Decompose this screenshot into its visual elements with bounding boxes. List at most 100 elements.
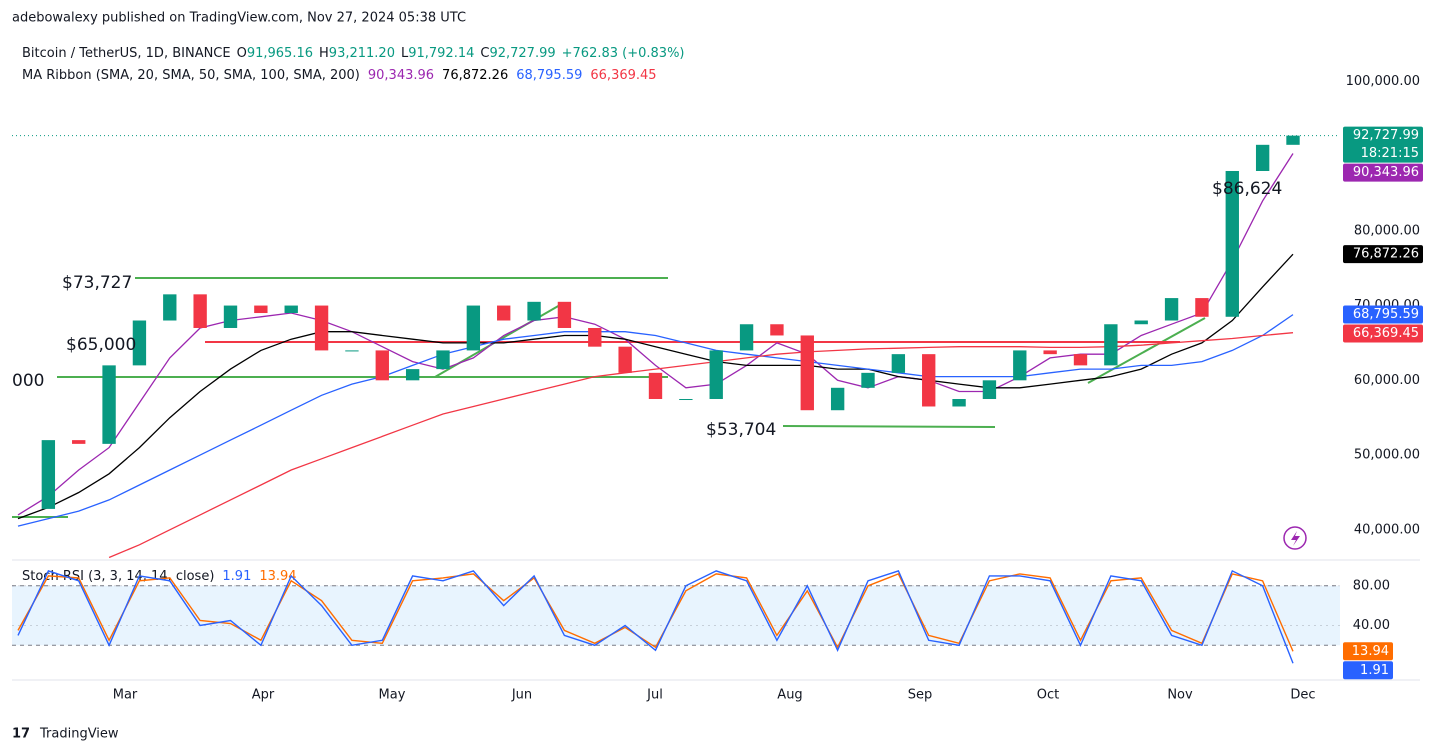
candle bbox=[1255, 144, 1270, 171]
candle bbox=[1195, 298, 1209, 317]
ohlc-value: 91,792.14 bbox=[408, 46, 474, 61]
y-tick-label: 50,000.00 bbox=[1354, 448, 1420, 463]
osc-label: 13.94 bbox=[1352, 644, 1389, 659]
osc-label-box bbox=[1343, 661, 1393, 680]
price-label-box bbox=[1343, 126, 1423, 163]
candle bbox=[1134, 320, 1148, 325]
candle bbox=[345, 350, 359, 352]
osc-band bbox=[12, 585, 1340, 646]
ohlc-value: 91,965.16 bbox=[247, 46, 313, 61]
candle bbox=[830, 387, 845, 411]
ma-value: 66,369.45 bbox=[590, 68, 656, 83]
candle bbox=[557, 301, 572, 328]
candle bbox=[497, 305, 511, 321]
symbol: Bitcoin / TetherUS, 1D, BINANCE bbox=[22, 46, 231, 61]
candle bbox=[1225, 170, 1239, 317]
candle bbox=[982, 380, 997, 400]
price-label-box bbox=[1343, 324, 1423, 343]
candle bbox=[739, 324, 754, 351]
candle bbox=[466, 305, 481, 351]
osc-tick-label: 80.00 bbox=[1353, 578, 1390, 593]
ma-value: 68,795.59 bbox=[516, 68, 582, 83]
price-label: 18:21:15 bbox=[1361, 146, 1419, 161]
price-label: 66,369.45 bbox=[1353, 326, 1419, 341]
symbol-legend: Bitcoin / TetherUS, 1D, BINANCE O91,965.1… bbox=[22, 46, 685, 61]
x-tick-label: Jun bbox=[511, 688, 532, 703]
candle bbox=[770, 324, 784, 336]
ma-title: MA Ribbon (SMA, 20, SMA, 50, SMA, 100, S… bbox=[22, 68, 360, 83]
candle bbox=[527, 301, 541, 321]
line bbox=[17, 569, 1294, 664]
candle bbox=[72, 440, 86, 444]
ohlc-label: L bbox=[401, 46, 409, 61]
candle bbox=[1164, 298, 1179, 321]
candle bbox=[284, 305, 298, 314]
ohlc-label: O bbox=[237, 46, 247, 61]
ma-value: 90,343.96 bbox=[368, 68, 434, 83]
annotation: $86,624 bbox=[1212, 179, 1282, 199]
candle bbox=[223, 305, 238, 328]
candle bbox=[41, 440, 56, 509]
line bbox=[17, 153, 1294, 516]
candle bbox=[1043, 350, 1057, 355]
line bbox=[17, 573, 1294, 652]
osc-value: 1.91 bbox=[222, 569, 251, 584]
candle bbox=[800, 335, 814, 411]
main-pane bbox=[17, 135, 1300, 558]
x-tick-label: Dec bbox=[1290, 688, 1315, 703]
x-tick-label: Sep bbox=[908, 688, 933, 703]
osc-pane-marks bbox=[12, 569, 1340, 664]
candle bbox=[679, 399, 693, 401]
ohlc-value: 93,211.20 bbox=[329, 46, 395, 61]
candle bbox=[709, 350, 723, 400]
change: +762.83 (+0.83%) bbox=[562, 46, 685, 61]
x-tick-label: May bbox=[379, 688, 406, 703]
price-label-box bbox=[1343, 305, 1423, 324]
x-tick-label: Nov bbox=[1167, 688, 1193, 703]
candle bbox=[436, 350, 450, 370]
footer-brand: TradingView bbox=[39, 727, 119, 742]
annotation: 000 bbox=[12, 371, 44, 391]
ohlc-value: 92,727.99 bbox=[489, 46, 555, 61]
osc-pane bbox=[12, 562, 1340, 680]
candle bbox=[861, 372, 875, 388]
price-label: 92,727.99 bbox=[1353, 128, 1419, 143]
candle bbox=[588, 327, 602, 347]
line bbox=[17, 253, 1294, 520]
candle bbox=[1013, 350, 1027, 381]
ma-value: 76,872.26 bbox=[442, 68, 508, 83]
candle bbox=[102, 365, 116, 444]
line bbox=[108, 332, 1294, 558]
candle bbox=[1073, 354, 1088, 366]
osc-label: 1.91 bbox=[1360, 663, 1389, 678]
x-tick-label: Mar bbox=[113, 688, 138, 703]
annotation: $53,704 bbox=[706, 420, 776, 440]
osc-label-box bbox=[1343, 642, 1393, 661]
candle bbox=[132, 320, 147, 366]
logo-mark: 17 bbox=[12, 727, 30, 742]
y-tick-label: 100,000.00 bbox=[1346, 74, 1420, 89]
x-tick-label: Aug bbox=[777, 688, 802, 703]
osc-value: 13.94 bbox=[259, 569, 296, 584]
candle bbox=[405, 369, 420, 381]
annotation: $65,000 bbox=[66, 335, 136, 355]
x-tick-label: Jul bbox=[646, 688, 663, 703]
ohlc-label: C bbox=[480, 46, 489, 61]
y-tick-label: 60,000.00 bbox=[1354, 373, 1420, 388]
candle bbox=[1104, 324, 1118, 366]
osc-tick-label: 40.00 bbox=[1353, 618, 1390, 633]
y-tick-label: 40,000.00 bbox=[1354, 522, 1420, 537]
y-tick-label: 80,000.00 bbox=[1354, 223, 1420, 238]
candle bbox=[375, 350, 389, 381]
candle bbox=[922, 354, 936, 407]
alert-bolt bbox=[1291, 531, 1300, 546]
price-label: 76,872.26 bbox=[1353, 247, 1419, 262]
price-label-box bbox=[1343, 245, 1423, 264]
candle bbox=[193, 294, 207, 328]
ohlc-label: H bbox=[319, 46, 329, 61]
candle bbox=[314, 305, 329, 351]
trend-line bbox=[1087, 317, 1206, 384]
candle bbox=[648, 372, 663, 400]
alert-icon[interactable] bbox=[1283, 526, 1307, 550]
